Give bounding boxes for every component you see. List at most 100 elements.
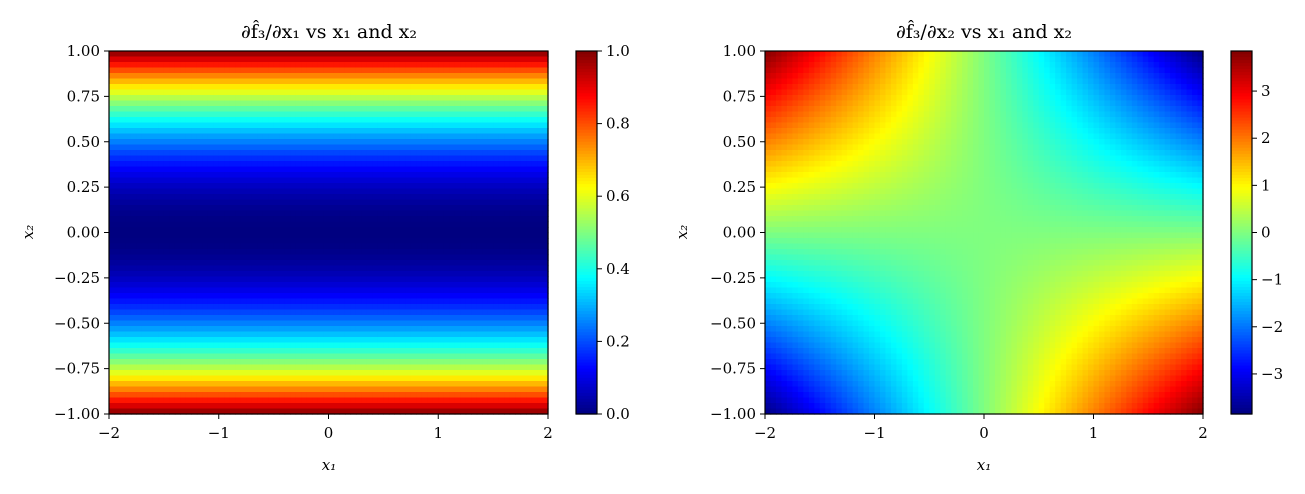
heatmap-cell xyxy=(333,227,341,234)
heatmap-cell xyxy=(476,144,483,151)
heatmap-cell xyxy=(399,359,406,366)
heatmap-cell xyxy=(268,265,275,272)
heatmap-cell xyxy=(432,249,439,256)
heatmap-cell xyxy=(202,265,209,272)
heatmap-cell xyxy=(158,254,165,261)
heatmap-cell xyxy=(147,309,154,316)
heatmap-cell xyxy=(279,331,286,338)
heatmap-cell xyxy=(185,155,192,162)
heatmap-cell xyxy=(268,221,275,228)
heatmap-cell xyxy=(290,282,297,289)
heatmap-cell xyxy=(454,337,461,344)
heatmap-cell xyxy=(251,271,258,278)
heatmap-cell xyxy=(476,166,483,173)
heatmap-cell xyxy=(284,254,291,261)
heatmap-cell xyxy=(202,331,209,338)
heatmap-cell xyxy=(377,183,384,190)
heatmap-cell xyxy=(405,128,412,135)
heatmap-cell xyxy=(185,364,192,371)
heatmap-cell xyxy=(196,188,203,195)
heatmap-cell xyxy=(295,51,302,58)
heatmap-cell xyxy=(246,133,253,140)
heatmap-cell xyxy=(163,337,170,344)
heatmap-cell xyxy=(317,386,324,393)
heatmap-cell xyxy=(224,161,231,168)
heatmap-cell xyxy=(531,133,538,140)
heatmap-cell xyxy=(207,315,214,322)
heatmap-cell xyxy=(191,210,198,217)
heatmap-cell xyxy=(498,309,505,316)
heatmap-cell xyxy=(169,232,176,239)
heatmap-cell xyxy=(152,95,159,102)
heatmap-cell xyxy=(471,128,478,135)
heatmap-cell xyxy=(476,177,483,184)
heatmap-cell xyxy=(109,304,116,311)
heatmap-cell xyxy=(158,331,165,338)
heatmap-cell xyxy=(284,205,291,212)
heatmap-cell xyxy=(224,243,231,250)
heatmap-cell xyxy=(301,243,308,250)
heatmap-cell xyxy=(240,117,247,124)
heatmap-cell xyxy=(372,342,379,349)
heatmap-cell xyxy=(394,166,401,173)
heatmap-cell xyxy=(125,238,132,245)
heatmap-cell xyxy=(141,254,149,261)
heatmap-cell xyxy=(542,122,549,129)
heatmap-cell xyxy=(443,221,450,228)
heatmap-cell xyxy=(366,227,373,234)
heatmap-cell xyxy=(185,309,192,316)
heatmap-cell xyxy=(509,271,516,278)
heatmap-cell xyxy=(410,67,417,74)
heatmap-cell xyxy=(476,293,483,300)
heatmap-cell xyxy=(416,155,423,162)
heatmap-cell xyxy=(235,155,242,162)
heatmap-cell xyxy=(202,95,209,102)
heatmap-cell xyxy=(323,56,330,63)
heatmap-cell xyxy=(339,67,346,74)
heatmap-cell xyxy=(487,265,494,272)
heatmap-cell xyxy=(542,320,549,327)
heatmap-cell xyxy=(515,342,522,349)
heatmap-cell xyxy=(295,337,302,344)
heatmap-cell xyxy=(174,221,181,228)
heatmap-cell xyxy=(279,155,286,162)
heatmap-cell xyxy=(323,183,330,190)
heatmap-cell xyxy=(185,238,192,245)
heatmap-cell xyxy=(421,227,428,234)
heatmap-cell xyxy=(306,144,313,151)
heatmap-cell xyxy=(471,386,478,393)
heatmap-cell xyxy=(372,331,379,338)
heatmap-cell xyxy=(416,381,423,388)
heatmap-cell xyxy=(163,331,170,338)
heatmap-cell xyxy=(114,172,121,179)
heatmap-cell xyxy=(130,205,138,212)
heatmap-cell xyxy=(355,315,363,322)
heatmap-cell xyxy=(355,353,363,360)
heatmap-cell xyxy=(537,375,544,382)
heatmap-cell xyxy=(295,304,302,311)
heatmap-cell xyxy=(125,348,132,355)
heatmap-cell xyxy=(301,128,308,135)
heatmap-cell xyxy=(350,276,357,283)
heatmap-cell xyxy=(515,381,522,388)
heatmap-cell xyxy=(542,177,549,184)
heatmap-cell xyxy=(152,276,159,283)
heatmap-cell xyxy=(196,128,203,135)
heatmap-cell xyxy=(301,232,308,239)
heatmap-cell xyxy=(246,315,253,322)
heatmap-cell xyxy=(328,172,335,179)
heatmap-cell xyxy=(229,95,236,102)
heatmap-cell xyxy=(482,144,489,151)
heatmap-cell xyxy=(421,243,428,250)
heatmap-cell xyxy=(136,100,143,107)
heatmap-cell xyxy=(449,210,456,217)
heatmap-cell xyxy=(202,315,209,322)
heatmap-cell xyxy=(174,386,181,393)
heatmap-cell xyxy=(229,100,236,107)
heatmap-cell xyxy=(476,205,483,212)
heatmap-cell xyxy=(191,260,198,267)
heatmap-cell xyxy=(531,238,538,245)
heatmap-cell xyxy=(312,276,319,283)
heatmap-cell xyxy=(339,117,346,124)
heatmap-cell xyxy=(224,381,231,388)
